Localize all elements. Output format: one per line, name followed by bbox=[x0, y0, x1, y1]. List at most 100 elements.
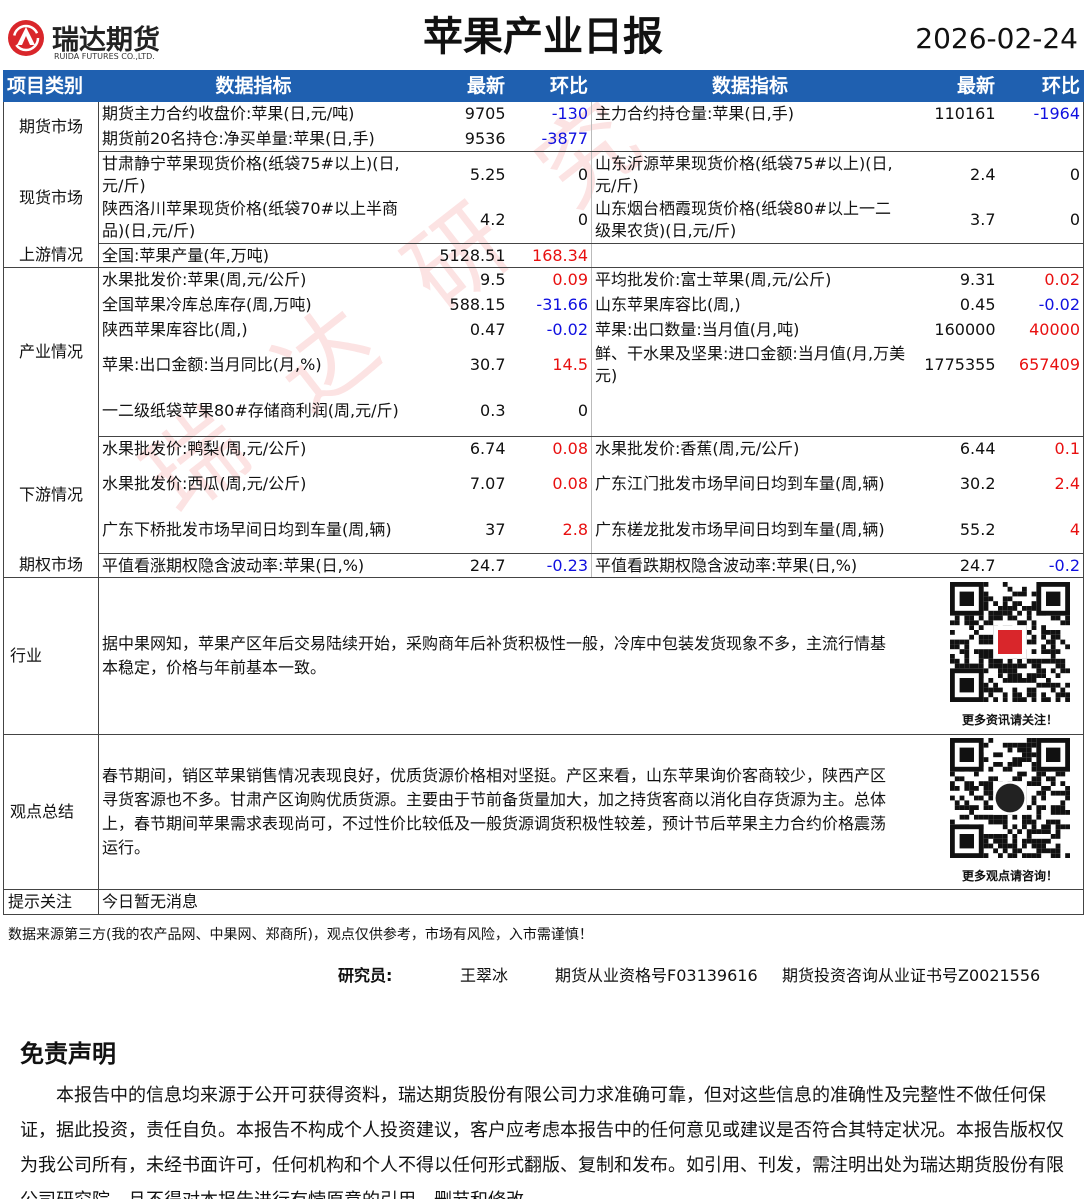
category: 下游情况 bbox=[3, 436, 99, 554]
indicator: 水果批发价:香蕉(周,元/公斤) bbox=[591, 436, 909, 461]
change-value: -130 bbox=[551, 104, 588, 124]
change-value: -0.23 bbox=[508, 553, 592, 578]
indicator: 陕西洛川苹果现货价格(纸袋70#以上半商品)(日,元/斤) bbox=[98, 197, 409, 244]
logo-sub: RUIDA FUTURES CO.,LTD. bbox=[54, 52, 155, 61]
data-row: 期货前20名持仓:净买单量:苹果(日,手) 9536 -3877 bbox=[4, 126, 1084, 152]
qr-caption: 更多观点请咨询！ bbox=[961, 868, 1058, 883]
data-row: 期货市场 期货主力合约收盘价:苹果(日,元/吨) 9705 -130 主力合约持仓量:苹… bbox=[3, 101, 1084, 152]
change-value: 0 bbox=[1069, 164, 1080, 184]
column-header: 环比 bbox=[998, 70, 1084, 102]
change-value: 657409 bbox=[1018, 354, 1080, 374]
change-value: 0.1 bbox=[1054, 438, 1080, 458]
change-value: 0.08 bbox=[552, 438, 588, 458]
indicator: 全国:苹果产量(年,万吨) bbox=[98, 243, 409, 268]
indicator: 山东烟台栖霞现货价格(纸袋80#以上一二级果农货)(日,元/斤) bbox=[591, 197, 909, 244]
change-value: 0 bbox=[998, 197, 1084, 244]
category: 产业情况 bbox=[3, 267, 99, 437]
latest-value: 5.25 bbox=[469, 164, 506, 184]
researcher-label: 研究员: bbox=[338, 966, 393, 985]
latest-value: 3.7 bbox=[908, 197, 999, 244]
column-header: 最新 bbox=[908, 70, 999, 102]
change-value: 0 bbox=[508, 197, 592, 244]
change-value: 0.09 bbox=[552, 270, 588, 290]
section-row: 行业 据中果网知，苹果产区年后交易陆续开始，采购商年后补货积极性一般，冷库中包装发… bbox=[3, 577, 1084, 735]
indicator: 全国苹果冷库总库存(周,万吨) bbox=[102, 295, 312, 314]
latest-value: 9536 bbox=[408, 126, 509, 152]
section-text: 春节期间，销区苹果销售情况表现良好，优质货源价格相对坚挺。产区来看，山东苹果询价… bbox=[102, 766, 887, 857]
researcher-name: 王翠冰 bbox=[460, 966, 509, 985]
section-label: 行业 bbox=[3, 577, 99, 735]
data-row: 水果批发价:西瓜(周,元/公斤) 7.07 0.08 广东江门批发市场早间日均到车量(… bbox=[4, 460, 1084, 507]
category: 上游情况 bbox=[3, 243, 99, 268]
change-value: -3877 bbox=[508, 126, 592, 152]
latest-value: 1775355 bbox=[924, 354, 996, 374]
latest-value: 160000 bbox=[934, 320, 996, 339]
indicator: 水果批发价:鸭梨(周,元/公斤) bbox=[102, 438, 307, 458]
latest-value bbox=[908, 243, 999, 268]
logo-icon bbox=[8, 20, 44, 56]
section-body: 春节期间，销区苹果销售情况表现良好，优质货源价格相对坚挺。产区来看，山东苹果询价… bbox=[98, 734, 1084, 890]
latest-value: 2.4 bbox=[970, 164, 996, 184]
logo-name: 瑞达期货 bbox=[52, 25, 160, 56]
indicator: 一二级纸袋苹果80#存储商利润(周,元/斤) bbox=[98, 386, 409, 437]
indicator: 山东沂源苹果现货价格(纸袋75#以上)(日,元/斤) bbox=[591, 151, 909, 198]
qr-block: 更多观点请咨询！ bbox=[940, 737, 1080, 887]
section-wrap: 春节期间，销区苹果销售情况表现良好，优质货源价格相对坚挺。产区来看，山东苹果询价… bbox=[102, 737, 1080, 887]
data-row: 陕西苹果库容比(周,) 0.47 -0.02 苹果:出口数量:当月值(月,吨) 1600… bbox=[4, 317, 1084, 343]
latest-value: 55.2 bbox=[908, 506, 999, 554]
qr-block: 更多资讯请关注！ bbox=[940, 581, 1080, 731]
header-row: 项目类别 数据指标 最新 环比 数据指标 最新 环比 bbox=[3, 70, 1084, 102]
indicator: 甘肃静宁苹果现货价格(纸袋75#以上)(日,元/斤) bbox=[102, 153, 400, 195]
indicator: 平值看涨期权隐含波动率:苹果(日,%) bbox=[98, 553, 409, 578]
column-header: 数据指标 bbox=[591, 70, 909, 102]
report-title: 苹果产业日报 bbox=[423, 14, 663, 60]
indicator: 平均批发价:富士苹果(周,元/公斤) bbox=[591, 267, 909, 293]
report-date: 2026-02-24 bbox=[915, 22, 1078, 55]
change-value: -0.02 bbox=[546, 320, 588, 339]
indicator: 平值看跌期权隐含波动率:苹果(日,%) bbox=[591, 553, 909, 578]
data-row: 苹果:出口金额:当月同比(月,%) 30.7 14.5 鲜、干水果及坚果:进口金额:当… bbox=[4, 342, 1084, 387]
latest-value: 6.74 bbox=[469, 438, 506, 458]
disclaimer-title: 免责声明 bbox=[20, 1040, 116, 1068]
indicator: 期货主力合约收盘价:苹果(日,元/吨) bbox=[102, 104, 355, 124]
indicator bbox=[591, 126, 909, 152]
indicator: 苹果:出口数量:当月值(月,吨) bbox=[591, 317, 909, 343]
indicator: 广东江门批发市场早间日均到车量(周,辆) bbox=[591, 460, 909, 507]
latest-value bbox=[908, 386, 999, 437]
latest-value: 588.15 bbox=[449, 295, 506, 314]
change-value: 168.34 bbox=[508, 243, 592, 268]
latest-value: 9705 bbox=[464, 104, 506, 124]
data-row: 全国苹果冷库总库存(周,万吨) 588.15 -31.66 山东苹果库容比(周,) 0.… bbox=[4, 292, 1084, 318]
change-value: 14.5 bbox=[552, 354, 588, 374]
qr-code bbox=[950, 581, 1070, 702]
change-value: 0.08 bbox=[552, 473, 588, 493]
latest-value: 37 bbox=[408, 506, 509, 554]
indicator: 陕西苹果库容比(周,) bbox=[102, 320, 248, 339]
indicator: 鲜、干水果及坚果:进口金额:当月值(月,万美元) bbox=[591, 342, 909, 387]
latest-value: 24.7 bbox=[408, 553, 509, 578]
change-value bbox=[998, 243, 1084, 268]
indicator: 山东苹果库容比(周,) bbox=[591, 292, 909, 318]
disclaimer-text: 本报告中的信息均来源于公开可获得资料，瑞达期货股份有限公司力求准确可靠，但对这些… bbox=[20, 1085, 1064, 1199]
indicator: 主力合约持仓量:苹果(日,手) bbox=[591, 101, 909, 127]
indicator: 广东下桥批发市场早间日均到车量(周,辆) bbox=[98, 506, 409, 554]
latest-value bbox=[908, 126, 999, 152]
notice-text: 今日暂无消息 bbox=[98, 889, 1084, 915]
change-value: -0.2 bbox=[998, 553, 1084, 578]
indicator: 水果批发价:苹果(周,元/公斤) bbox=[102, 270, 307, 290]
column-header: 最新 bbox=[408, 70, 509, 102]
change-value: 4 bbox=[998, 506, 1084, 554]
change-value: 2.8 bbox=[508, 506, 592, 554]
latest-value: 0.45 bbox=[959, 295, 996, 314]
latest-value: 9.5 bbox=[480, 270, 506, 290]
change-value bbox=[998, 126, 1084, 152]
change-value: 0 bbox=[577, 164, 588, 184]
data-row: 期权市场 平值看涨期权隐含波动率:苹果(日,%) 24.7 -0.23 平值看跌期权隐含… bbox=[3, 553, 1084, 578]
latest-value: 0.3 bbox=[408, 386, 509, 437]
latest-value: 30.2 bbox=[959, 473, 996, 493]
data-table: 项目类别 数据指标 最新 环比 数据指标 最新 环比 期货市场 期货主力合约收盘价:苹果(日,元… bbox=[3, 70, 1084, 915]
indicator bbox=[591, 243, 909, 268]
category: 期权市场 bbox=[3, 553, 99, 578]
section-label: 观点总结 bbox=[3, 734, 99, 890]
